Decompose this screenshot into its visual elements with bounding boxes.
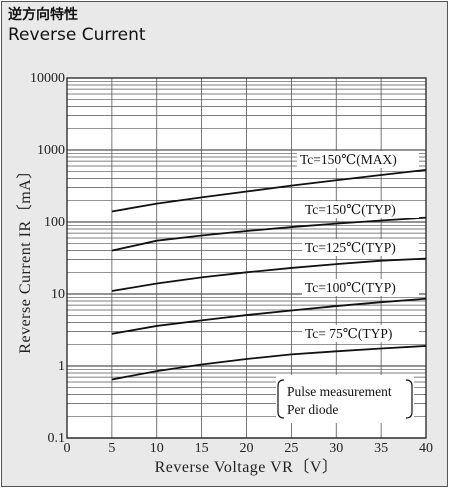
x-tick-label: 30 [329,441,343,456]
y-tick-label: 0.1 [48,431,66,446]
x-tick-label: 0 [64,441,71,456]
series-label: Tc=100℃(TYP) [305,280,396,295]
x-tick-label: 25 [284,441,298,456]
y-axis-label: Reverse Current IR〔mA〕 [16,162,34,353]
series-line [111,345,427,381]
y-tick-label: 10 [51,287,65,302]
chart-title-english: Reverse Current [8,25,146,45]
y-tick-label: 1 [58,359,65,374]
note-background [276,375,414,423]
series-lines [111,168,427,381]
chart-header: 逆方向特性 Reverse Current [8,6,146,46]
series-label-background [302,239,419,256]
note-line: Per diode [287,402,338,417]
x-tick-label: 15 [195,441,209,456]
series-line [111,257,427,292]
x-tick-label: 40 [419,441,433,456]
x-tick-label: 5 [108,441,115,456]
x-tick-label: 35 [374,441,388,456]
series-label-background [302,279,419,296]
series-labels: Tc=150℃(MAX) Tc=150℃(TYP) Tc=125℃(TYP) Tc=1… [297,151,419,342]
plot-border [66,77,427,439]
series-label: Tc=125℃(TYP) [305,240,396,255]
note-bracket-left [277,379,285,419]
note-line: Pulse measurement [287,384,392,399]
x-axis-label: Reverse Voltage VR〔V〕 [155,458,339,476]
measurement-note: Pulse measurement Per diode [276,375,414,423]
series-line [111,297,427,335]
note-bracket-right [405,379,413,419]
series-label: Tc=150℃(TYP) [305,202,396,217]
series-line [111,216,427,252]
series-label-background [302,325,419,342]
y-tick-label: 1000 [37,143,65,158]
axis-ticks: 0 5 10 15 20 25 30 35 40 0.1 1 10 100 1000 10000 [30,71,433,456]
x-tick-label: 10 [150,441,164,456]
chart-title-japanese: 逆方向特性 [8,7,78,23]
y-tick-label: 10000 [30,71,65,86]
series-label-background [302,201,419,218]
series-label: Tc= 75℃(TYP) [305,326,392,341]
x-tick-label: 20 [240,441,254,456]
y-tick-label: 100 [44,215,65,230]
series-label: Tc=150℃(MAX) [300,152,397,167]
series-line [111,168,427,213]
series-label-background [297,151,419,168]
